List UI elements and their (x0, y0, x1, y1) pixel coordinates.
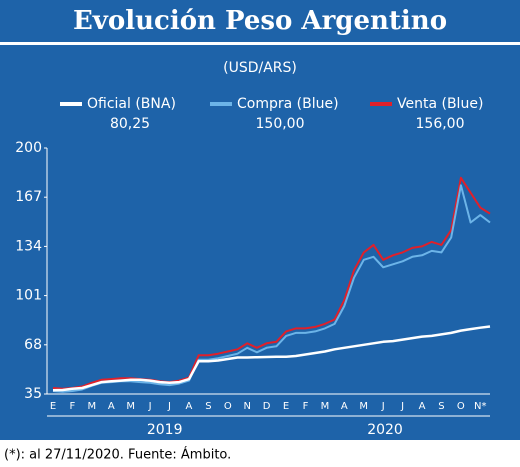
x-tick-label: O (457, 401, 465, 412)
x-tick-label: J (381, 401, 385, 412)
x-tick-label: E (50, 401, 56, 412)
x-tick-label: M (88, 401, 97, 412)
x-tick-label: M (126, 401, 135, 412)
x-tick-label: M (321, 401, 330, 412)
legend-value: 156,00 (416, 116, 465, 132)
legend-value: 150,00 (256, 116, 305, 132)
x-tick-label: A (186, 401, 193, 412)
x-tick-label: N (243, 401, 250, 412)
x-tick-label: J (167, 401, 171, 412)
x-tick-label: D (263, 401, 271, 412)
y-tick-label: 68 (24, 337, 42, 353)
x-tick-label: F (70, 401, 76, 412)
chart-subtitle: (USD/ARS) (223, 60, 297, 76)
legend-label: Compra (Blue) (237, 96, 339, 112)
x-tick-label: S (205, 401, 211, 412)
x-tick-label: J (148, 401, 152, 412)
y-tick-label: 134 (15, 238, 42, 254)
legend-label: Venta (Blue) (397, 96, 483, 112)
y-tick-label: 167 (15, 189, 42, 205)
chart-title: Evolución Peso Argentino (73, 6, 447, 36)
year-label: 2020 (367, 422, 403, 438)
series-line (52, 176, 491, 390)
title-band (0, 0, 520, 42)
x-tick-label: A (419, 401, 426, 412)
x-tick-label: O (224, 401, 232, 412)
footnote: (*): al 27/11/2020. Fuente: Ámbito. (4, 447, 231, 463)
year-label: 2019 (147, 422, 183, 438)
series-line (52, 325, 491, 392)
x-tick-label: E (283, 401, 289, 412)
y-tick-label: 200 (15, 140, 42, 156)
y-tick-label: 35 (24, 386, 42, 402)
x-tick-label: J (400, 401, 404, 412)
x-tick-label: N* (474, 401, 486, 412)
x-tick-label: S (438, 401, 444, 412)
x-tick-label: F (303, 401, 309, 412)
y-tick-label: 101 (15, 288, 42, 304)
x-tick-label: A (341, 401, 348, 412)
x-tick-label: M (359, 401, 368, 412)
legend-label: Oficial (BNA) (87, 96, 176, 112)
legend-value: 80,25 (110, 116, 150, 132)
x-tick-label: A (108, 401, 115, 412)
